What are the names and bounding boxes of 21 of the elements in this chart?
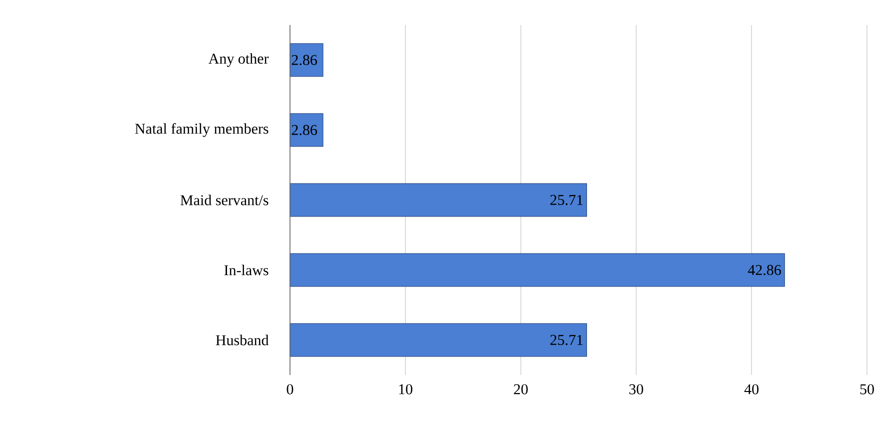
bar	[290, 253, 785, 287]
y-tick-label: In-laws	[224, 264, 268, 276]
data-label: 2.86	[292, 124, 318, 136]
bar	[290, 43, 324, 77]
bar	[290, 323, 587, 357]
y-tick-label: Maid servant/s	[180, 194, 268, 206]
y-tick-label: Husband	[216, 334, 269, 346]
x-tick-label: 20	[514, 384, 528, 394]
x-tick-label: 40	[744, 384, 759, 394]
bar	[290, 113, 324, 147]
data-label: 25.71	[550, 334, 583, 346]
x-tick-label: 0	[286, 384, 294, 394]
data-label: 25.71	[550, 194, 583, 206]
bar	[290, 183, 587, 217]
x-tick-label: 30	[629, 384, 644, 394]
x-tick-label: 50	[860, 384, 874, 394]
data-label: 2.86	[292, 54, 318, 66]
data-label: 42.86	[748, 264, 781, 276]
y-tick-label: Any other	[208, 53, 269, 67]
x-tick-label: 10	[399, 384, 412, 394]
y-tick-label: Natal family members	[135, 123, 268, 137]
